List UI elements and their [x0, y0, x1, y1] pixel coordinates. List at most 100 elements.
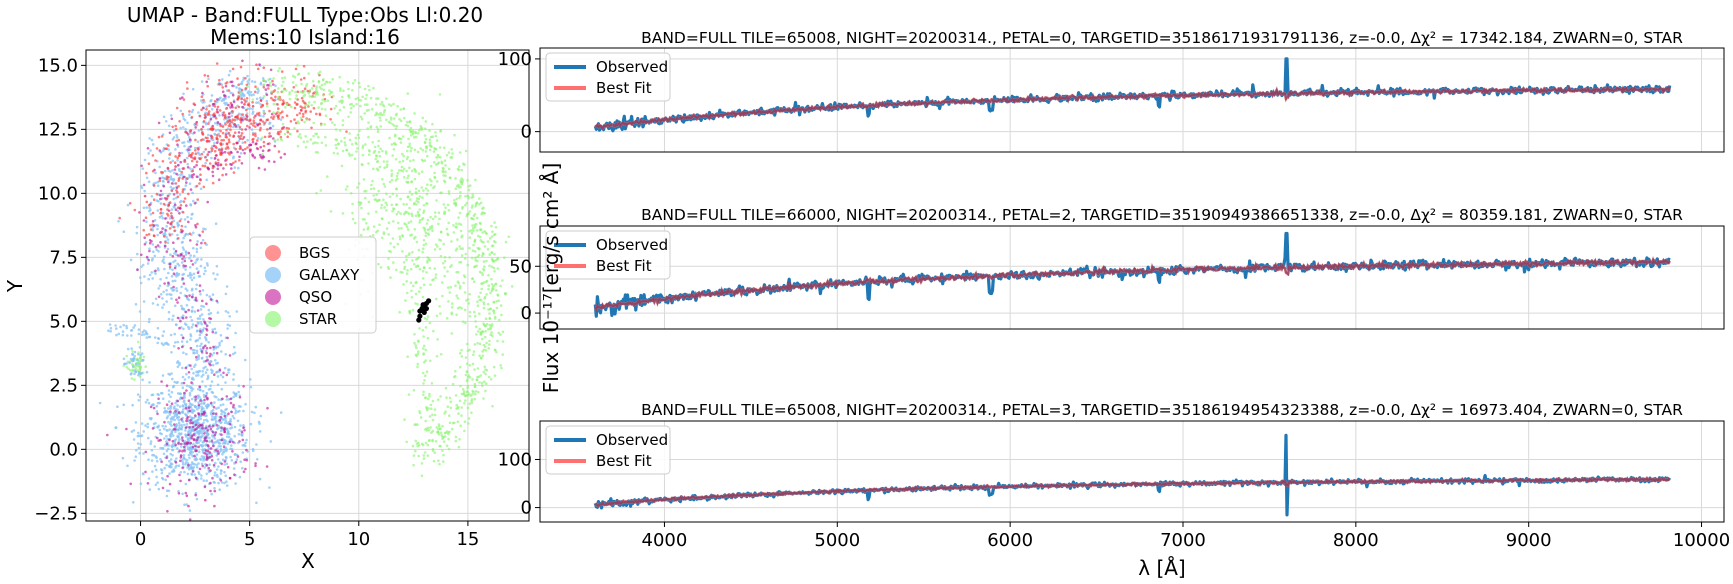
umap-point-galaxy — [221, 375, 225, 379]
umap-point-qso — [195, 476, 198, 480]
umap-point-bgs — [205, 108, 208, 111]
umap-member-point — [421, 309, 427, 315]
umap-point-star — [490, 277, 493, 281]
umap-point-star — [317, 106, 320, 109]
umap-point-star — [288, 132, 292, 136]
umap-point-galaxy — [241, 141, 244, 144]
umap-point-bgs — [208, 104, 211, 107]
umap-point-star — [495, 300, 498, 303]
umap-point-galaxy — [204, 122, 208, 126]
umap-point-galaxy — [177, 223, 181, 227]
umap-point-star — [426, 336, 430, 340]
umap-point-star — [348, 132, 351, 135]
umap-point-star — [413, 333, 416, 336]
umap-point-galaxy — [241, 434, 244, 437]
umap-point-star — [401, 169, 405, 173]
umap-point-star — [481, 207, 484, 210]
umap-point-galaxy — [214, 419, 218, 423]
umap-point-qso — [165, 403, 169, 407]
legend-label-best-fit: Best Fit — [596, 79, 652, 97]
umap-point-star — [385, 97, 388, 100]
umap-point-star — [473, 265, 476, 269]
umap-point-qso — [218, 368, 222, 372]
umap-point-bgs — [345, 130, 348, 133]
umap-point-star — [434, 243, 438, 246]
umap-point-star — [420, 126, 424, 130]
umap-point-star — [320, 123, 323, 127]
umap-point-galaxy — [188, 175, 191, 179]
umap-point-qso — [248, 143, 251, 147]
umap-point-galaxy — [255, 501, 258, 505]
umap-point-star — [425, 318, 429, 321]
umap-point-star — [424, 396, 427, 400]
umap-point-qso — [211, 174, 215, 178]
umap-point-star — [486, 240, 490, 243]
umap-point-bgs — [175, 106, 179, 110]
umap-point-galaxy — [200, 462, 204, 466]
umap-point-qso — [203, 439, 207, 442]
umap-point-galaxy — [175, 287, 178, 290]
umap-point-galaxy — [241, 451, 245, 454]
umap-point-galaxy — [230, 459, 234, 462]
umap-point-galaxy — [171, 385, 175, 389]
umap-point-star — [343, 141, 347, 144]
umap-point-star — [428, 178, 432, 181]
umap-point-star — [416, 210, 420, 214]
umap-point-bgs — [219, 163, 223, 166]
legend-marker-star — [265, 311, 281, 327]
umap-point-star — [458, 284, 462, 288]
umap-point-star — [315, 132, 319, 136]
umap-point-galaxy — [189, 315, 192, 319]
umap-point-galaxy — [211, 363, 215, 367]
umap-point-qso — [194, 398, 197, 401]
umap-point-galaxy — [179, 199, 183, 203]
umap-point-galaxy — [219, 334, 223, 337]
umap-point-star — [433, 248, 437, 251]
umap-point-star — [388, 195, 392, 199]
umap-point-star — [359, 99, 363, 102]
umap-point-galaxy — [137, 332, 141, 336]
umap-point-star — [323, 82, 327, 86]
umap-point-star — [417, 189, 421, 193]
umap-point-star — [284, 106, 287, 109]
umap-point-galaxy — [167, 124, 171, 128]
umap-point-star — [359, 233, 363, 237]
umap-point-qso — [177, 296, 181, 300]
umap-point-qso — [198, 424, 202, 427]
umap-point-star — [340, 95, 344, 99]
umap-point-qso — [198, 167, 202, 171]
umap-point-qso — [149, 405, 153, 409]
umap-point-star — [492, 284, 496, 288]
umap-point-qso — [201, 125, 205, 129]
umap-point-qso — [233, 473, 236, 477]
umap-point-galaxy — [224, 97, 227, 100]
umap-point-star — [301, 91, 305, 94]
umap-point-qso — [206, 396, 209, 400]
umap-point-qso — [186, 415, 190, 419]
umap-point-star — [378, 223, 381, 227]
umap-point-galaxy — [204, 349, 208, 353]
umap-point-star — [372, 194, 376, 197]
umap-point-galaxy — [173, 414, 177, 418]
umap-point-galaxy — [161, 297, 164, 300]
umap-point-star — [422, 353, 425, 356]
umap-point-galaxy — [172, 197, 176, 201]
umap-point-star — [473, 397, 477, 401]
umap-point-galaxy — [156, 303, 160, 307]
umap-point-star — [490, 283, 494, 286]
umap-point-galaxy — [168, 464, 171, 468]
umap-point-star — [494, 226, 498, 229]
umap-point-star — [418, 411, 422, 415]
umap-point-qso — [243, 429, 246, 432]
umap-point-bgs — [272, 115, 276, 118]
umap-point-star — [263, 79, 267, 83]
umap-point-bgs — [300, 96, 304, 100]
umap-point-galaxy — [125, 362, 128, 365]
umap-point-bgs — [145, 233, 148, 237]
umap-point-star — [416, 302, 419, 306]
umap-point-qso — [225, 373, 229, 377]
umap-point-galaxy — [98, 401, 102, 405]
umap-point-galaxy — [242, 93, 246, 97]
umap-point-star — [354, 97, 358, 101]
umap-point-galaxy — [225, 480, 228, 484]
